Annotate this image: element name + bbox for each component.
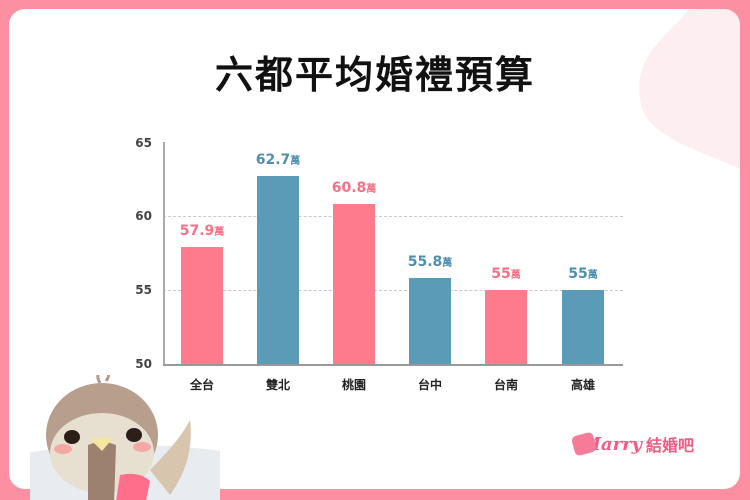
x-tick-label: 台南	[493, 378, 518, 392]
brand-name: 結婚吧	[646, 436, 695, 455]
x-tick-label: 高雄	[570, 378, 595, 392]
value-label: 60.8萬	[331, 180, 377, 197]
value-label: 55萬	[568, 266, 598, 282]
y-tick-65: 65	[135, 136, 152, 150]
brand-logo: Marry 結婚吧	[570, 431, 695, 457]
bar-0	[181, 247, 223, 364]
y-tick-60: 60	[135, 209, 152, 223]
y-axis	[163, 142, 165, 365]
chart-title: 六都平均婚禮預算	[214, 53, 535, 97]
value-label: 55.8萬	[407, 254, 453, 271]
gridline-60	[163, 216, 623, 217]
value-label: 55萬	[491, 266, 521, 282]
bar-1	[257, 176, 299, 364]
x-tick-label: 台中	[417, 378, 442, 392]
value-label: 62.7萬	[255, 152, 301, 169]
x-axis	[163, 364, 623, 366]
bird-mascot-icon	[30, 375, 220, 500]
bar-4	[485, 290, 527, 364]
bar-2	[333, 204, 375, 364]
brand-script: Marry	[581, 433, 643, 455]
x-tick-label: 雙北	[265, 378, 290, 392]
gridline-55	[163, 290, 623, 291]
bar-3	[409, 278, 451, 364]
x-tick-label: 全台	[189, 378, 214, 392]
y-tick-50: 50	[135, 357, 152, 371]
decorative-blob	[639, 9, 740, 169]
x-tick-label: 桃園	[341, 378, 366, 392]
value-label: 57.9萬	[179, 223, 225, 240]
y-tick-55: 55	[135, 283, 152, 297]
bar-5	[562, 290, 604, 364]
